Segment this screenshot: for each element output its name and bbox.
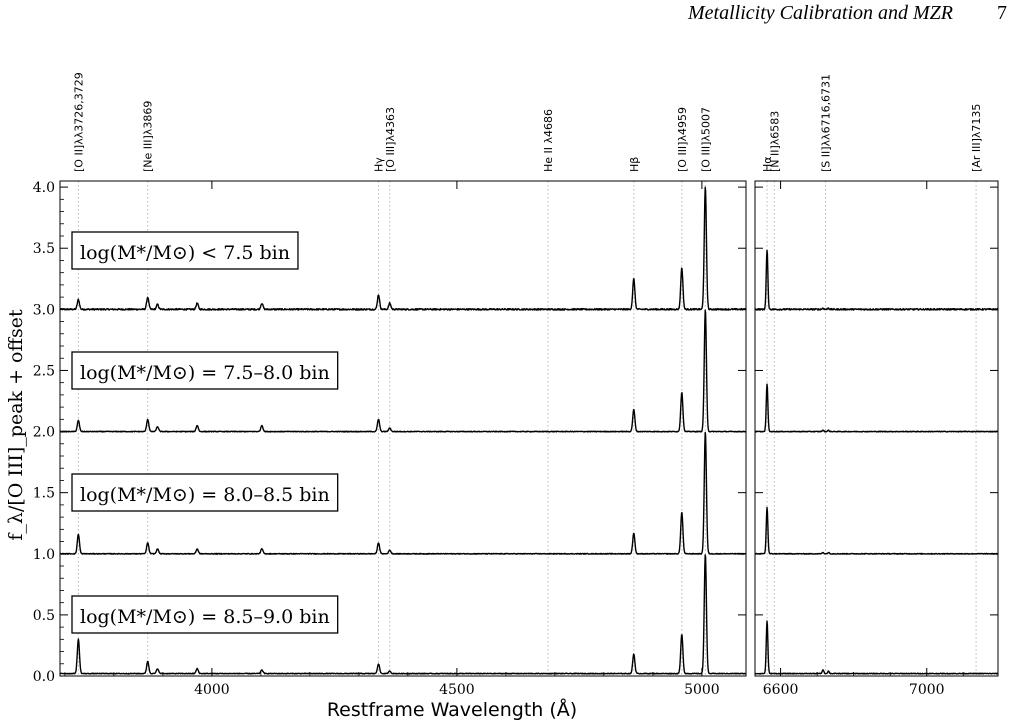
series-label-frame-2 [71, 473, 339, 512]
x-axis-label: Restframe Wavelength (Å) [327, 698, 577, 721]
line-marker-label-0: [O II]λλ3726,3729 [72, 72, 85, 172]
series-label-1: log(M*/M⊙) = 7.5–8.0 bin [80, 362, 330, 384]
y-tick-label-0: 0.0 [33, 669, 55, 685]
line-marker-label-3: [O III]λ4363 [384, 107, 397, 172]
line-marker-label-2: Hγ [373, 157, 386, 172]
y-tick-label-8: 4.0 [33, 180, 55, 196]
spectrum-1-panel-1 [754, 383, 999, 433]
series-label-0: log(M*/M⊙) < 7.5 bin [80, 242, 290, 264]
spectrum-2-panel-1 [754, 506, 999, 555]
line-marker-label-10: [S II]λλ6716,6731 [820, 74, 833, 172]
y-tick-label-3: 1.5 [33, 486, 55, 502]
series-label-box-3: log(M*/M⊙) = 8.5–9.0 bin [71, 595, 339, 634]
x-tick-label-1-0: 6600 [763, 682, 799, 698]
series-label-frame-3 [71, 595, 339, 634]
series-label-frame-0 [71, 231, 299, 270]
series-label-box-0: log(M*/M⊙) < 7.5 bin [71, 231, 299, 270]
panel-frame-1 [754, 180, 999, 677]
x-tick-label-0-0: 4000 [194, 682, 230, 698]
y-tick-label-4: 2.0 [33, 425, 55, 441]
line-marker-label-9: [N II]λ6583 [768, 111, 781, 172]
spectrum-1-panel-0 [59, 309, 747, 433]
line-marker-label-4: He II λ4686 [542, 109, 555, 172]
axes: 4000 4500 5000 6600 7000 0.0 0.5 1.0 1.5 2.0 2.5 3.… [33, 180, 999, 698]
series-labels: log(M*/M⊙) < 7.5 bin log(M*/M⊙) = 7.5–8.0… [71, 231, 339, 634]
emission-line-markers: [O II]λλ3726,3729 [Ne III]λ3869 Hγ[O III]λ… [72, 72, 983, 676]
series-label-2: log(M*/M⊙) = 8.0–8.5 bin [80, 484, 330, 506]
line-marker-label-8: Hα [761, 156, 774, 172]
spectrum-3-panel-0 [59, 554, 747, 675]
x-tick-label-1-1: 7000 [909, 682, 945, 698]
spectrum-2-panel-0 [59, 431, 747, 555]
running-title: Metallicity Calibration and MZR [688, 2, 953, 24]
spectrum-0-panel-1 [754, 249, 999, 311]
line-marker-label-6: [O III]λ4959 [676, 107, 689, 172]
spectra-series [59, 186, 999, 675]
y-tick-label-6: 3.0 [33, 302, 55, 318]
spectrum-3-panel-1 [754, 620, 999, 675]
line-marker-label-11: [Ar III]λ7135 [970, 104, 983, 172]
series-label-frame-1 [71, 351, 339, 390]
series-label-box-1: log(M*/M⊙) = 7.5–8.0 bin [71, 351, 339, 390]
spectrum-0-panel-0 [59, 186, 747, 311]
line-marker-label-5: Hβ [628, 157, 641, 172]
y-tick-label-2: 1.0 [33, 547, 55, 563]
y-tick-label-5: 2.5 [33, 363, 55, 379]
y-tick-label-7: 3.5 [33, 241, 55, 257]
line-marker-label-7: [O III]λ5007 [699, 107, 712, 172]
page-number: 7 [997, 2, 1007, 24]
y-tick-label-1: 0.5 [33, 608, 55, 624]
series-label-3: log(M*/M⊙) = 8.5–9.0 bin [80, 606, 330, 628]
line-marker-label-1: [Ne III]λ3869 [142, 101, 155, 172]
x-tick-label-0-2: 5000 [684, 682, 720, 698]
panel-frame-0 [59, 180, 747, 677]
x-tick-label-0-1: 4500 [439, 682, 475, 698]
series-label-box-2: log(M*/M⊙) = 8.0–8.5 bin [71, 473, 339, 512]
y-axis-label: f_λ/[O III]_peak + offset [5, 309, 27, 541]
